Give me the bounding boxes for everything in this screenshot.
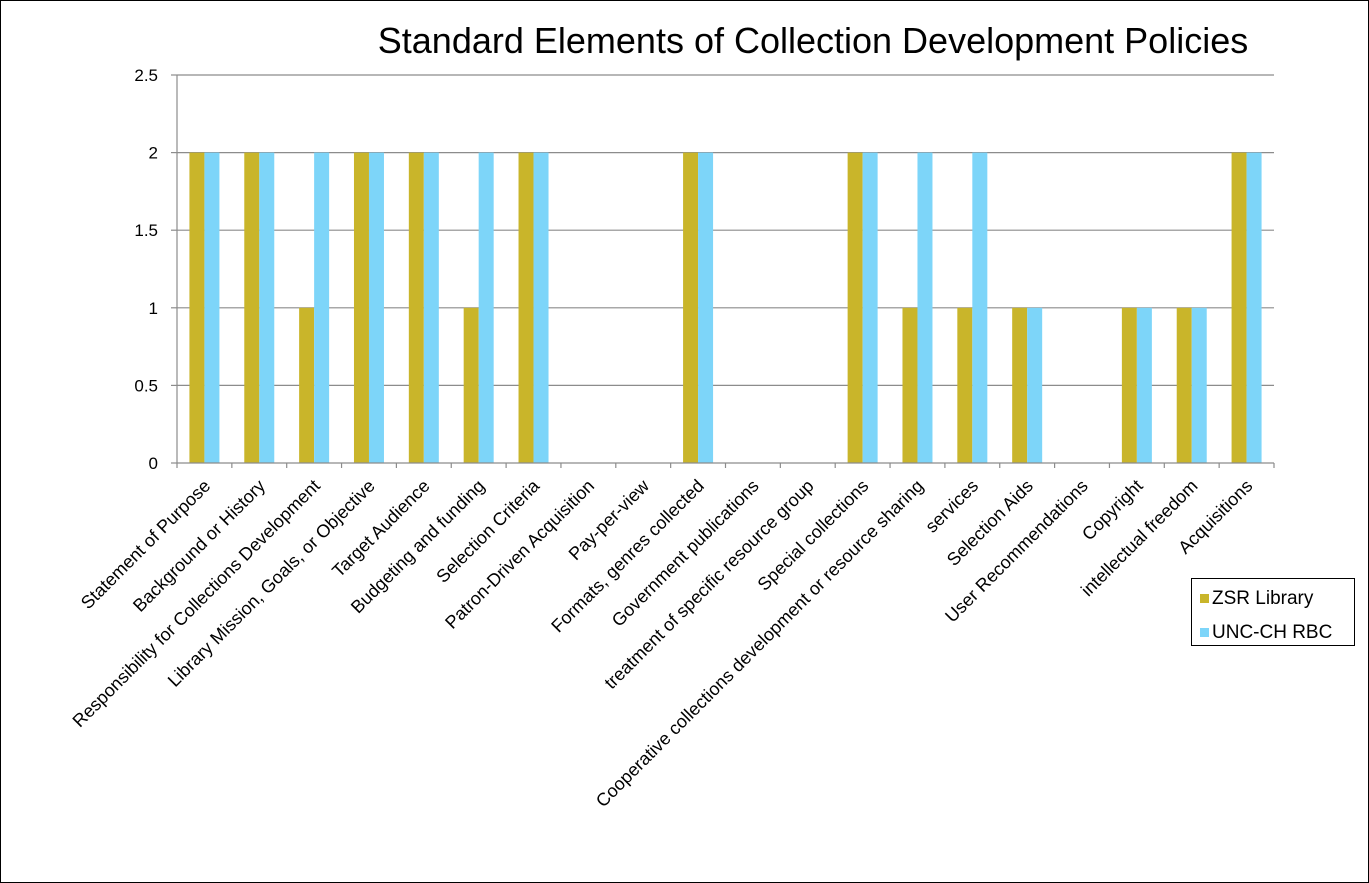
legend-swatch-unc [1200,628,1209,637]
legend-item-unc: UNC-CH RBC [1200,621,1332,645]
x-tick-label: Selection Criteria [432,475,544,587]
bar-unc-15 [1027,307,1043,463]
bar-unc-13 [917,152,933,463]
bar-zsr-6 [518,152,534,463]
y-tick-label: 0.5 [134,376,158,395]
bar-unc-18 [1191,307,1207,463]
bar-zsr-17 [1121,307,1137,463]
y-axis-ticks: 0 0.5 1 1.5 2 2.5 [134,66,177,473]
legend-item-zsr: ZSR Library [1200,587,1313,611]
bar-zsr-3 [353,152,369,463]
y-tick-label: 1 [149,299,158,318]
bar-zsr-13 [902,307,918,463]
bar-unc-4 [423,152,439,463]
bar-unc-6 [533,152,549,463]
y-tick-label: 0 [149,454,158,473]
y-tick-label: 2.5 [134,66,158,85]
bar-unc-1 [259,152,275,463]
bar-unc-3 [368,152,384,463]
bar-unc-19 [1246,152,1262,463]
bar-unc-5 [478,152,494,463]
bar-zsr-19 [1231,152,1247,463]
axes [176,75,1275,468]
bar-zsr-5 [463,307,479,463]
bar-zsr-4 [408,152,424,463]
bars [189,152,1262,463]
legend-label-unc: UNC-CH RBC [1212,622,1333,643]
legend: ZSR Library UNC-CH RBC [1191,578,1355,646]
gridlines [177,74,1274,386]
y-tick-label: 1.5 [134,221,158,240]
y-tick-label: 2 [149,144,158,163]
bar-unc-12 [862,152,878,463]
legend-label-zsr: ZSR Library [1212,588,1314,609]
bar-zsr-2 [299,307,315,463]
bar-unc-0 [204,152,220,463]
legend-swatch-zsr [1200,594,1209,603]
bar-unc-17 [1136,307,1152,463]
bar-zsr-9 [683,152,699,463]
bar-unc-2 [314,152,330,463]
chart-title: Standard Elements of Collection Developm… [378,20,1248,61]
bar-zsr-14 [957,307,973,463]
bar-unc-14 [972,152,988,463]
bar-zsr-18 [1176,307,1192,463]
bar-zsr-12 [847,152,863,463]
bar-unc-9 [698,152,714,463]
bar-zsr-15 [1012,307,1028,463]
x-tick-label: Responsibility for Collections Developme… [69,476,324,731]
bar-zsr-1 [244,152,260,463]
bar-zsr-0 [189,152,205,463]
x-tick-label: Target Audience [328,476,433,581]
